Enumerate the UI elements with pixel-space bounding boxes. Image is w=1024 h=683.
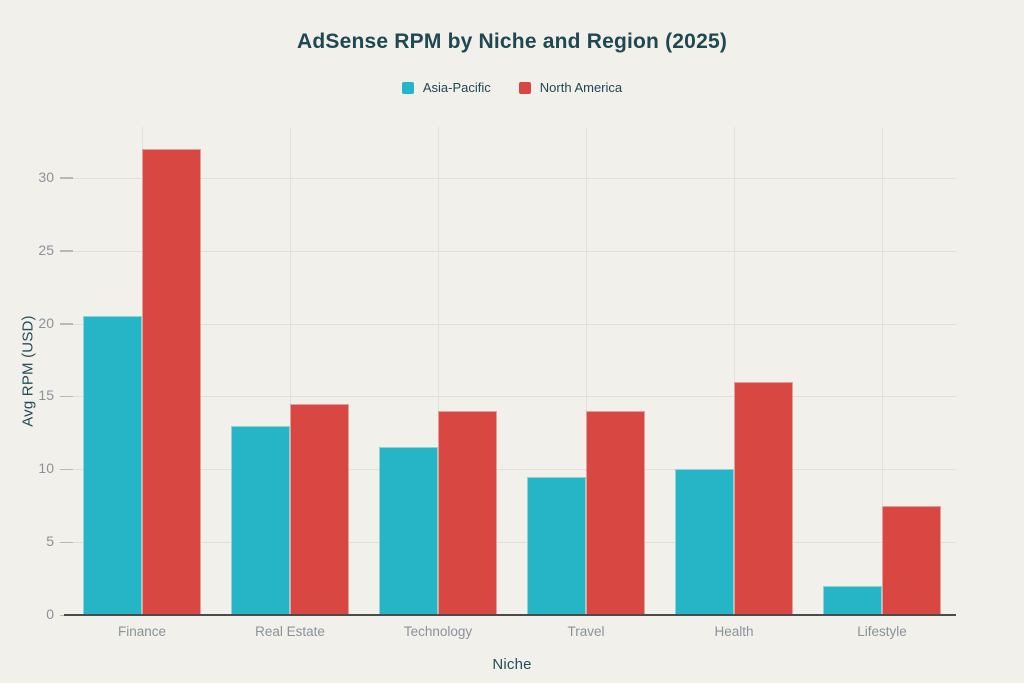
legend-label-asia-pacific: Asia-Pacific: [422, 80, 491, 95]
x-axis-title: Niche: [492, 656, 532, 673]
y-tick-mark-30: [60, 177, 73, 179]
gridline-horizontal-30: [68, 177, 956, 179]
bar-north-america-finance: [142, 148, 201, 615]
bar-north-america-health: [734, 381, 793, 615]
gridline-vertical-lifestyle: [882, 127, 883, 615]
y-tick-label-5: 5: [46, 533, 54, 550]
y-axis-title: Avg RPM (USD): [19, 315, 37, 427]
y-tick-mark-5: [60, 541, 73, 544]
bar-north-america-technology: [438, 411, 497, 615]
legend-label-north-america: North America: [539, 80, 623, 95]
bar-asia-pacific-technology: [379, 447, 438, 615]
gridline-horizontal-10: [68, 469, 956, 471]
bar-north-america-real-estate: [290, 403, 349, 615]
y-tick-mark-15: [60, 395, 73, 398]
y-tick-label-20: 20: [38, 314, 54, 331]
y-tick-mark-10: [60, 468, 73, 471]
gridline-vertical-technology: [438, 127, 439, 615]
bar-asia-pacific-real-estate: [231, 425, 290, 615]
y-tick-mark-25: [60, 250, 73, 252]
chart-title: AdSense RPM by Niche and Region (2025): [296, 30, 728, 53]
legend-swatch-asia-pacific-icon: [401, 81, 414, 94]
bar-asia-pacific-lifestyle: [823, 585, 882, 615]
gridline-horizontal-5: [68, 542, 956, 544]
bar-asia-pacific-health: [675, 469, 734, 615]
gridline-vertical-real-estate: [290, 127, 291, 615]
gridline-horizontal-25: [68, 250, 956, 252]
legend: Asia-Pacific North America: [0, 80, 1024, 95]
y-tick-label-25: 25: [38, 241, 54, 258]
x-axis-line: [64, 614, 956, 616]
y-tick-label-30: 30: [38, 168, 54, 185]
legend-swatch-north-america-icon: [518, 81, 531, 94]
bar-asia-pacific-travel: [527, 476, 586, 615]
x-axis-label-health: Health: [714, 624, 754, 639]
x-axis-label-technology: Technology: [403, 624, 473, 639]
y-tick-label-10: 10: [38, 460, 54, 477]
bar-north-america-lifestyle: [882, 505, 941, 615]
gridline-vertical-health: [734, 127, 735, 615]
y-tick-label-15: 15: [38, 387, 54, 404]
gridline-horizontal-15: [68, 396, 956, 398]
y-tick-mark-20: [60, 323, 73, 325]
legend-item-asia-pacific: Asia-Pacific: [401, 80, 491, 95]
y-tick-label-0: 0: [46, 606, 54, 622]
x-axis-label-travel: Travel: [567, 624, 605, 639]
x-axis-label-lifestyle: Lifestyle: [857, 624, 907, 639]
gridline-vertical-travel: [586, 127, 587, 615]
bar-north-america-travel: [586, 411, 645, 615]
legend-item-north-america: North America: [518, 80, 623, 95]
gridline-horizontal-20: [68, 323, 956, 325]
bar-asia-pacific-finance: [83, 316, 142, 615]
x-axis-label-finance: Finance: [117, 624, 167, 639]
x-axis-label-real-estate: Real Estate: [255, 624, 325, 639]
